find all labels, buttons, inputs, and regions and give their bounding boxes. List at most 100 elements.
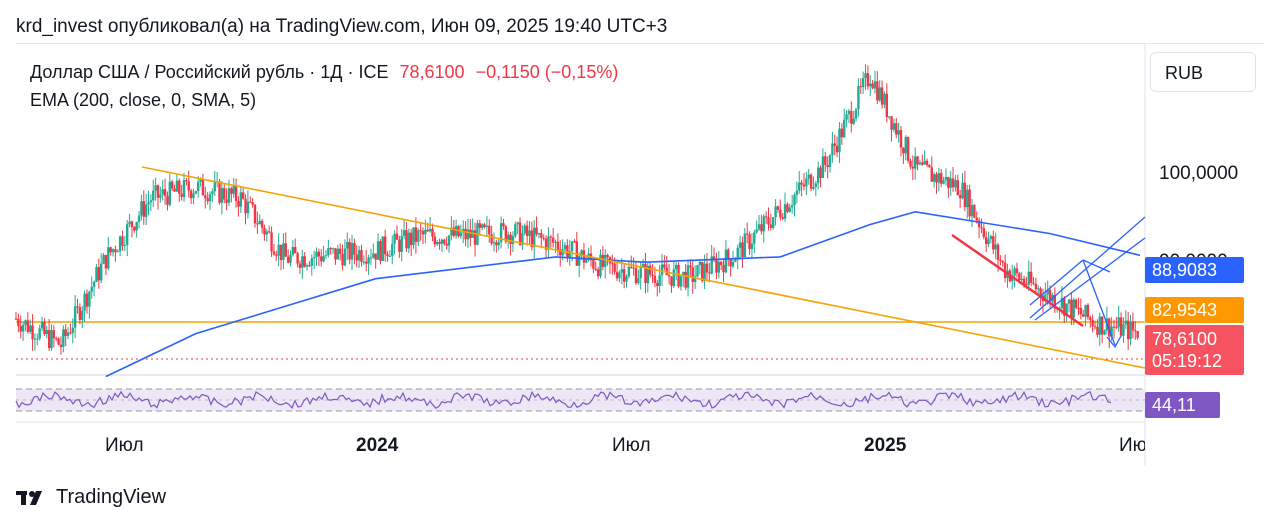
candle-body <box>258 220 261 225</box>
candle-body <box>679 276 683 287</box>
candle-body <box>767 217 770 225</box>
candle-body <box>104 254 108 269</box>
projection-drawing <box>1029 216 1146 349</box>
candle-body <box>757 224 761 230</box>
candle-body <box>170 181 174 189</box>
candle-body <box>1124 320 1128 325</box>
candle-body <box>189 190 193 199</box>
candle-body <box>772 217 775 228</box>
candle-body <box>14 318 18 320</box>
candle-body <box>627 266 631 277</box>
candle-body <box>715 259 718 273</box>
candle-body <box>511 236 515 245</box>
candle-body <box>393 233 396 244</box>
candle-body <box>417 230 420 242</box>
candle-body <box>291 246 295 255</box>
candle-body <box>535 227 538 235</box>
candle-body <box>343 248 347 266</box>
currency-button[interactable]: RUB <box>1150 52 1256 92</box>
candle-body <box>1032 282 1035 284</box>
candle-body <box>383 236 387 255</box>
candle-body <box>928 165 931 168</box>
candle-body <box>433 236 437 245</box>
candle-body <box>563 245 567 250</box>
candle-body <box>395 233 399 240</box>
candle-body <box>398 239 401 252</box>
candle-body <box>999 259 1002 262</box>
candle-body <box>211 191 214 195</box>
price-tick-100: 100,0000 <box>1159 163 1239 184</box>
candle-body <box>904 137 907 154</box>
candle-body <box>85 293 89 307</box>
candle-body <box>220 188 224 203</box>
candle-body <box>613 263 616 272</box>
candle-body <box>736 247 739 260</box>
candle-body <box>542 237 545 239</box>
candle-body <box>424 229 427 235</box>
candle-body <box>40 322 44 329</box>
candle-body <box>312 256 316 259</box>
candle-body <box>748 234 751 249</box>
candle-body <box>951 178 955 188</box>
candle-body <box>914 156 917 169</box>
candle-body <box>289 254 292 263</box>
candle-body <box>1098 316 1101 335</box>
candle-body <box>701 261 704 281</box>
candle-body <box>947 176 950 188</box>
candle-body <box>144 204 148 217</box>
candle-body <box>523 225 526 234</box>
candle-body <box>890 116 893 130</box>
candle-body <box>88 291 91 307</box>
candle-body <box>984 237 988 245</box>
candle-body <box>178 180 181 194</box>
candle-body <box>161 189 164 195</box>
candle-body <box>689 265 692 268</box>
indicator-legend[interactable]: EMA (200, close, 0, SMA, 5) <box>30 90 257 110</box>
candle-body <box>1025 283 1028 285</box>
candle-body <box>107 247 110 269</box>
candle-body <box>585 259 588 263</box>
candle-body <box>320 256 323 262</box>
candle-body <box>592 260 595 269</box>
candle-body <box>1093 326 1097 328</box>
candle-body <box>719 261 723 266</box>
candle-body <box>121 236 124 246</box>
candle-body <box>968 189 971 217</box>
candle-body <box>887 116 891 118</box>
candle-body <box>1044 294 1047 302</box>
candle-body <box>828 155 832 168</box>
candle-body <box>419 230 422 232</box>
candle-body <box>64 329 67 336</box>
candle-body <box>225 199 228 203</box>
candle-body <box>819 167 822 178</box>
candle-body <box>864 73 867 79</box>
candle-body <box>175 180 179 192</box>
candle-body <box>935 174 938 183</box>
candle-body <box>658 275 661 287</box>
candle-body <box>438 242 441 244</box>
candle-body <box>840 128 844 138</box>
candle-body <box>916 156 919 165</box>
candle-body <box>329 248 332 250</box>
candle-body <box>843 119 846 138</box>
candle-body <box>651 274 654 276</box>
candle-body <box>265 231 269 235</box>
descending-trendline <box>141 166 1146 369</box>
candle-body <box>1082 314 1085 317</box>
candle-body <box>83 293 86 311</box>
candle-body <box>381 236 384 261</box>
candle-body <box>159 194 162 198</box>
candle-body <box>675 264 678 270</box>
candle-body <box>776 206 780 210</box>
candle-body <box>533 227 536 248</box>
candle-body <box>835 145 839 153</box>
symbol-legend[interactable]: Доллар США / Российский рубль · 1Д · ICE… <box>30 62 618 83</box>
footer[interactable]: TradingView <box>16 486 166 509</box>
candle-body <box>994 244 997 250</box>
candle-body <box>861 78 865 88</box>
candle-body <box>156 185 160 198</box>
candle-body <box>52 330 56 339</box>
candle-body <box>554 241 557 243</box>
candle-body <box>350 243 354 260</box>
